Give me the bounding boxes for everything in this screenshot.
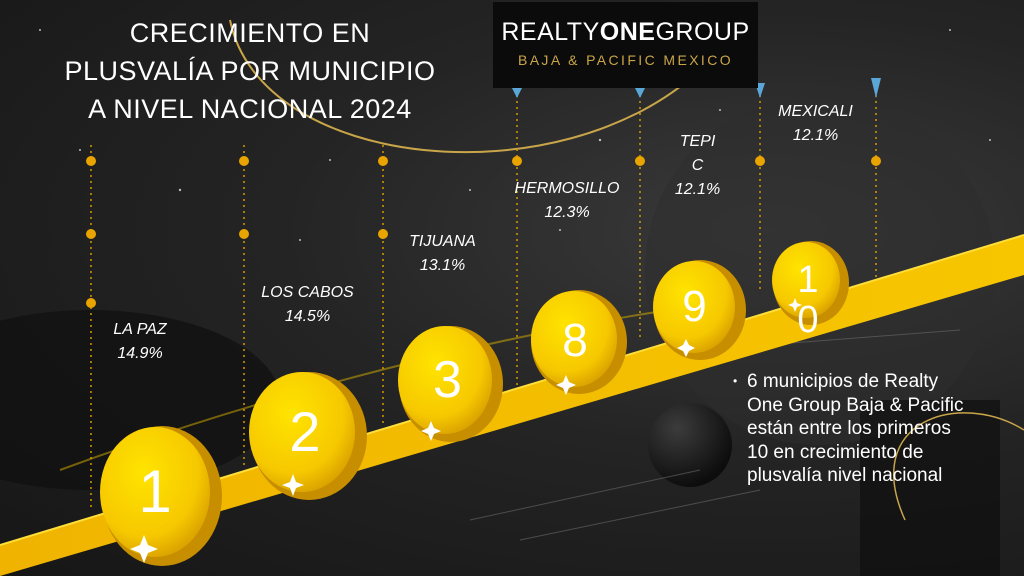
line-dots [86,156,881,308]
coin-number-10-line-2: 0 [797,299,819,341]
gold-arc [229,19,701,154]
city-name: MEXICALI [778,103,853,120]
vertical-dotted-lines [90,95,877,510]
city-value: 13.1% [419,257,466,274]
city-label-hermosillo: HERMOSILLO 12.3% [512,177,622,225]
coin-1 [100,426,222,566]
city-value: 12.3% [544,204,590,221]
company-logo: REALTYONEGROUP BAJA & PACIFIC MEXICO [493,2,758,88]
dark-column [860,400,1000,576]
summary-note: • 6 municipios de Realty One Group Baja … [733,370,973,488]
city-name: TIJUANA [409,233,476,250]
title-line-1: CRECIMIENTO EN [129,18,371,48]
city-name: HERMOSILLO [514,180,620,197]
city-name-line-1: TEPI [679,133,716,150]
logo-subtitle: BAJA & PACIFIC MEXICO [517,52,734,68]
coin-number-3: 3 [433,351,462,409]
logo-word-realty: REALTY [501,18,600,46]
title-line-3: A NIVEL NACIONAL 2024 [88,94,412,124]
coin-8 [531,290,627,394]
gold-arc-right [892,412,1024,521]
coin-number-10: 1 0 [790,260,826,340]
logo-wordmark: REALTYONEGROUP [493,18,758,47]
coin-number-10-line-1: 1 [797,259,819,301]
coin-2 [249,372,367,500]
slide-title: CRECIMIENTO EN PLUSVALÍA POR MUNICIPIO A… [40,14,460,128]
city-name: LA PAZ [113,321,167,338]
city-value: 14.5% [284,308,331,325]
city-value: 14.9% [117,345,163,362]
city-label-tepic: TEPI C 12.1% [665,130,730,202]
coin-3 [398,326,503,442]
coin-9 [653,260,746,360]
city-value: 12.1% [792,127,839,144]
black-sphere [648,403,732,487]
city-name-line-2: C [691,157,704,174]
dark-blob-shape [0,310,280,490]
coin-number-9: 9 [682,282,707,331]
logo-word-group: GROUP [655,18,750,46]
coin-number-2: 2 [289,400,321,463]
coin-number-1: 1 [138,458,172,525]
sparkle-icons [130,298,802,563]
city-label-tijuana: TIJUANA 13.1% [395,230,490,278]
city-label-los-cabos: LOS CABOS 14.5% [245,281,370,329]
bullet-marker: • [733,374,738,388]
city-name: LOS CABOS [261,284,354,301]
title-line-2: PLUSVALÍA POR MUNICIPIO [64,56,436,86]
city-value: 12.1% [674,181,721,198]
logo-word-one: ONE [599,18,656,46]
city-label-la-paz: LA PAZ 14.9% [95,318,185,366]
coin-number-8: 8 [562,314,588,366]
summary-text: 6 municipios de Realty One Group Baja & … [747,371,964,486]
city-label-mexicali: MEXICALI 12.1% [763,100,868,148]
star-dots [39,29,991,291]
gold-ramp [0,235,1024,576]
